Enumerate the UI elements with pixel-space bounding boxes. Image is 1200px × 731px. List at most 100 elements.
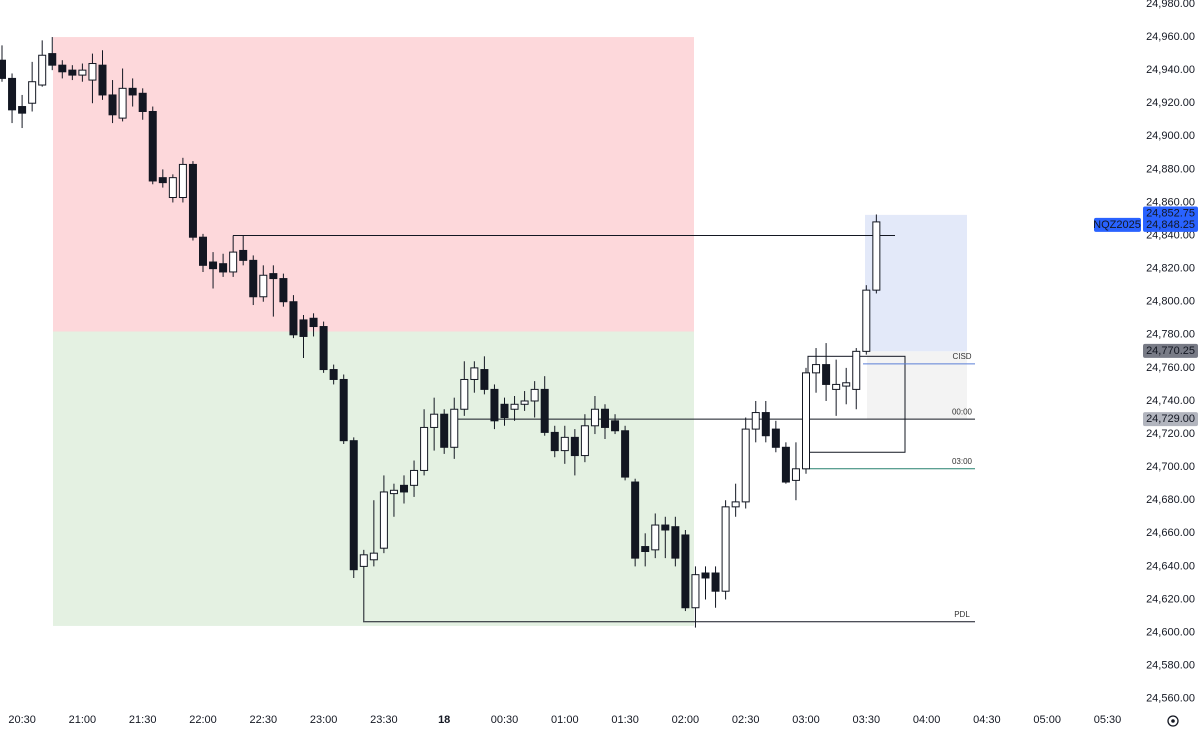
candle-body	[329, 369, 338, 380]
settings-dot[interactable]	[1171, 719, 1175, 723]
candle-body	[339, 378, 348, 442]
candle-body	[199, 236, 207, 266]
candle-body	[430, 413, 439, 428]
y-tick-label: 24,800.00	[1146, 296, 1195, 308]
candle-body	[400, 484, 408, 493]
settings-ring[interactable]	[1167, 715, 1179, 727]
candle-body	[410, 469, 419, 486]
x-tick-label: 20:30	[8, 714, 36, 726]
price-label-bg	[1143, 206, 1198, 221]
level-label: 00:00	[952, 407, 973, 416]
candle-body	[641, 546, 650, 553]
candle-body	[510, 403, 519, 410]
level-label: 03:00	[952, 457, 973, 466]
candle-body	[359, 554, 368, 567]
y-tick-label: 24,560.00	[1146, 693, 1195, 705]
candle-body	[219, 263, 228, 273]
candle-body	[701, 572, 710, 579]
candle-body	[229, 251, 238, 273]
y-tick-label: 24,980.00	[1146, 0, 1195, 10]
price-label-bg	[1143, 343, 1198, 358]
candle-body	[239, 249, 248, 261]
candle-body	[812, 364, 821, 374]
candle-body	[309, 317, 318, 328]
y-tick-label: 24,620.00	[1146, 593, 1195, 605]
price-label-bg	[1143, 217, 1198, 232]
candle-body	[601, 408, 609, 428]
axes: 24,560.00 24,580.00 24,600.00 24,620.00 24,6…	[8, 0, 1198, 726]
candle-body	[540, 388, 549, 433]
price-label-bg	[1143, 412, 1198, 427]
settings-icon[interactable]	[1167, 715, 1179, 727]
candle-body	[631, 481, 640, 559]
zones	[53, 37, 967, 626]
y-tick-label: 24,680.00	[1146, 494, 1195, 506]
y-tick-label: 24,740.00	[1146, 395, 1195, 407]
y-tick-label: 24,940.00	[1146, 64, 1195, 76]
x-tick-label: 21:00	[69, 714, 97, 726]
candle-body	[68, 69, 77, 76]
symbol-tag-bg	[1094, 217, 1141, 232]
y-tick-label: 24,960.00	[1146, 31, 1195, 43]
candle-body	[490, 388, 499, 422]
candle-body	[38, 54, 47, 86]
candle-body	[138, 92, 147, 112]
candle-body	[842, 382, 851, 387]
x-tick-label: 03:30	[853, 714, 881, 726]
y-tick-label: 24,580.00	[1146, 660, 1195, 672]
candle-body	[98, 64, 107, 96]
candle-body	[299, 319, 308, 337]
level-label: CISD	[952, 352, 971, 361]
candle-body	[711, 572, 720, 592]
x-tick-label: 01:30	[611, 714, 639, 726]
candle-body	[611, 420, 620, 432]
candle-body	[78, 69, 87, 76]
candle-body	[158, 177, 167, 184]
candle-body	[862, 289, 871, 352]
x-tick-label: 00:30	[491, 714, 519, 726]
candle-body	[118, 87, 127, 119]
y-tick-label: 24,600.00	[1146, 626, 1195, 638]
candle-body	[731, 501, 740, 508]
x-tick-label: 23:00	[310, 714, 338, 726]
x-tick-label: 05:30	[1094, 714, 1122, 726]
candle-body	[520, 400, 529, 405]
x-tick-label: 03:00	[792, 714, 820, 726]
candle-body	[500, 403, 509, 419]
y-tick-label: 24,660.00	[1146, 527, 1195, 539]
x-tick-label: 23:30	[370, 714, 398, 726]
candle-body	[48, 53, 57, 66]
x-tick-label: 01:00	[551, 714, 579, 726]
candle-body	[560, 436, 569, 452]
candle-body	[550, 431, 559, 452]
candle-body	[259, 274, 268, 298]
candle-body	[661, 524, 670, 531]
candle-body	[751, 412, 760, 430]
candle-body	[530, 388, 539, 402]
candle-body	[168, 177, 177, 199]
candle-body	[450, 408, 459, 448]
candles	[0, 37, 881, 628]
x-tick-label: 02:00	[672, 714, 700, 726]
candle-body	[319, 326, 328, 371]
level-label: PDL	[954, 610, 970, 619]
x-tick-label: 21:30	[129, 714, 157, 726]
candle-body	[369, 552, 378, 561]
candle-body	[148, 110, 157, 182]
x-tick-label: 22:00	[189, 714, 217, 726]
x-tick-label: 02:30	[732, 714, 760, 726]
y-tick-label: 24,640.00	[1146, 560, 1195, 572]
candle-body	[822, 364, 831, 385]
price-label: 24,770.25	[1146, 345, 1195, 357]
price-label: 24,729.00	[1146, 413, 1195, 425]
candle-body	[349, 440, 358, 571]
candle-body	[621, 430, 630, 478]
candle-body	[580, 425, 589, 457]
candle-body	[781, 446, 790, 483]
candle-body	[209, 261, 218, 270]
x-tick-label: 04:00	[913, 714, 941, 726]
y-tick-label: 24,700.00	[1146, 461, 1195, 473]
y-tick-label: 24,820.00	[1146, 263, 1195, 275]
candle-body	[671, 526, 680, 559]
